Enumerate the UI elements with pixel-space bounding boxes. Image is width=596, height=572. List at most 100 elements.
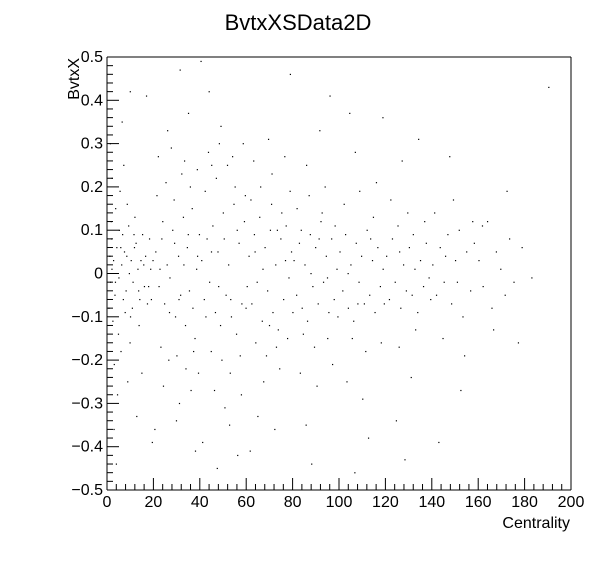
data-point	[284, 156, 286, 158]
data-point	[320, 221, 322, 223]
data-point	[128, 273, 130, 275]
data-point	[232, 156, 234, 158]
data-point	[150, 298, 153, 301]
data-point	[285, 225, 287, 227]
data-point	[277, 329, 279, 331]
data-point	[458, 229, 460, 231]
data-point	[148, 285, 150, 288]
data-point	[113, 428, 115, 431]
data-point	[215, 177, 217, 179]
data-point	[388, 298, 391, 301]
data-point	[305, 424, 307, 426]
data-point	[196, 268, 198, 270]
data-point	[464, 355, 466, 357]
data-point	[319, 130, 321, 132]
data-point	[157, 156, 159, 158]
data-point	[395, 420, 398, 422]
data-point	[362, 398, 364, 400]
data-point	[108, 307, 110, 309]
data-point	[189, 186, 191, 188]
data-point	[129, 316, 132, 318]
data-point	[245, 307, 247, 309]
data-point	[316, 385, 318, 387]
data-point	[170, 147, 172, 149]
data-point	[253, 160, 255, 162]
data-point	[344, 234, 347, 236]
data-point	[162, 385, 165, 387]
data-point	[410, 376, 412, 379]
data-point	[241, 303, 243, 305]
data-point	[190, 389, 192, 392]
data-point	[275, 346, 278, 348]
data-point	[306, 320, 309, 322]
data-point	[139, 298, 141, 301]
data-point	[164, 303, 166, 305]
x-tick-label: 140	[418, 494, 445, 511]
data-point	[347, 273, 349, 275]
data-point	[466, 251, 468, 253]
data-point	[256, 281, 258, 283]
data-point	[255, 342, 257, 344]
data-point	[310, 273, 312, 275]
data-point	[386, 255, 388, 257]
data-point	[473, 242, 475, 244]
data-point	[411, 294, 413, 296]
data-point	[301, 307, 303, 309]
data-point	[280, 238, 282, 240]
data-point	[130, 260, 132, 262]
data-point	[112, 320, 114, 322]
data-point	[422, 285, 425, 288]
data-point	[230, 316, 233, 318]
data-point	[141, 372, 143, 374]
data-point	[176, 355, 178, 357]
data-point	[355, 242, 357, 244]
data-point	[339, 251, 341, 253]
data-point	[470, 290, 472, 292]
data-point	[196, 255, 199, 257]
data-point	[417, 311, 419, 314]
data-point	[209, 281, 211, 283]
data-point	[223, 238, 225, 240]
data-point	[201, 260, 203, 262]
data-point	[194, 337, 196, 340]
data-point	[372, 216, 375, 218]
data-point	[187, 234, 189, 236]
data-point	[299, 372, 301, 374]
x-axis-tick-labels: 0 20 40 60 80 100 120 140 160 180 200	[103, 494, 585, 511]
data-point	[138, 290, 140, 292]
data-point	[343, 203, 345, 205]
data-point	[260, 186, 262, 188]
data-point	[407, 212, 409, 214]
data-point	[361, 255, 363, 257]
data-point	[269, 229, 272, 231]
data-point	[123, 251, 126, 253]
data-point	[143, 264, 145, 266]
data-point	[251, 303, 253, 305]
data-point	[249, 450, 251, 452]
data-point	[290, 251, 293, 253]
data-point	[321, 212, 323, 214]
data-point	[318, 238, 320, 240]
data-point	[439, 247, 441, 249]
data-point	[281, 212, 283, 214]
data-point	[211, 164, 213, 166]
data-point	[379, 285, 381, 288]
data-point	[228, 264, 230, 266]
data-point	[167, 130, 169, 132]
data-point	[517, 342, 520, 344]
data-point	[244, 195, 246, 197]
data-point	[183, 160, 186, 162]
data-point	[342, 290, 344, 292]
data-point	[230, 298, 232, 301]
x-tick-label: 160	[465, 494, 492, 511]
data-point	[131, 307, 133, 309]
data-point	[374, 311, 376, 314]
data-point	[334, 225, 336, 227]
data-point	[229, 372, 231, 374]
data-point	[122, 298, 124, 301]
data-point	[109, 255, 111, 257]
data-point	[111, 177, 113, 179]
data-point	[493, 329, 495, 331]
data-point	[481, 225, 484, 227]
data-point	[435, 294, 438, 296]
